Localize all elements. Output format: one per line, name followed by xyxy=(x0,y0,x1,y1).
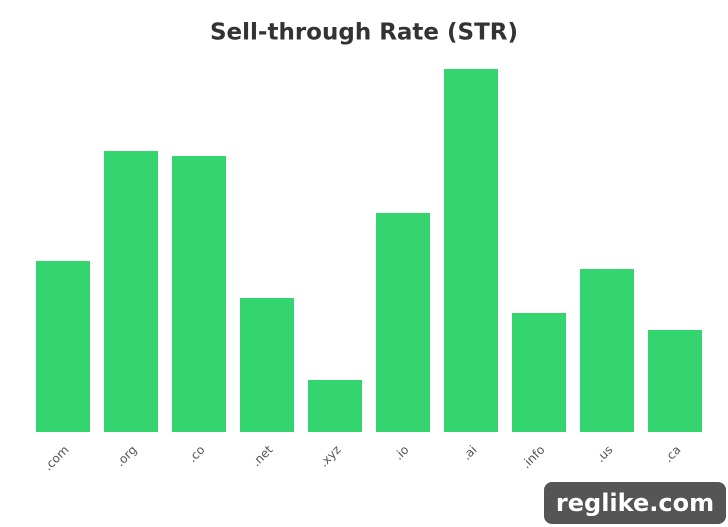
bar xyxy=(104,151,158,432)
x-tick-label: .us xyxy=(593,443,615,465)
bar xyxy=(580,269,634,432)
bar xyxy=(308,380,362,432)
watermark-badge xyxy=(544,482,726,524)
bar xyxy=(512,313,566,432)
bar xyxy=(240,298,294,432)
bar xyxy=(444,69,498,432)
x-tick-label: .info xyxy=(519,443,548,472)
bar xyxy=(172,156,226,432)
bar xyxy=(648,330,702,432)
x-tick-label: .com xyxy=(41,443,72,474)
x-tick-label: .ca xyxy=(661,443,683,465)
watermark: reglike.com xyxy=(556,489,714,517)
chart-title: Sell-through Rate (STR) xyxy=(210,20,518,46)
x-tick-label: .ai xyxy=(459,443,479,463)
x-tick-label: .net xyxy=(249,442,276,469)
bar xyxy=(36,261,90,432)
x-tick-label: .org xyxy=(113,443,140,470)
bar xyxy=(376,213,430,432)
x-tick-label: .xyz xyxy=(316,443,343,470)
x-tick-label: .co xyxy=(185,443,207,465)
x-tick-label: .io xyxy=(391,443,411,463)
